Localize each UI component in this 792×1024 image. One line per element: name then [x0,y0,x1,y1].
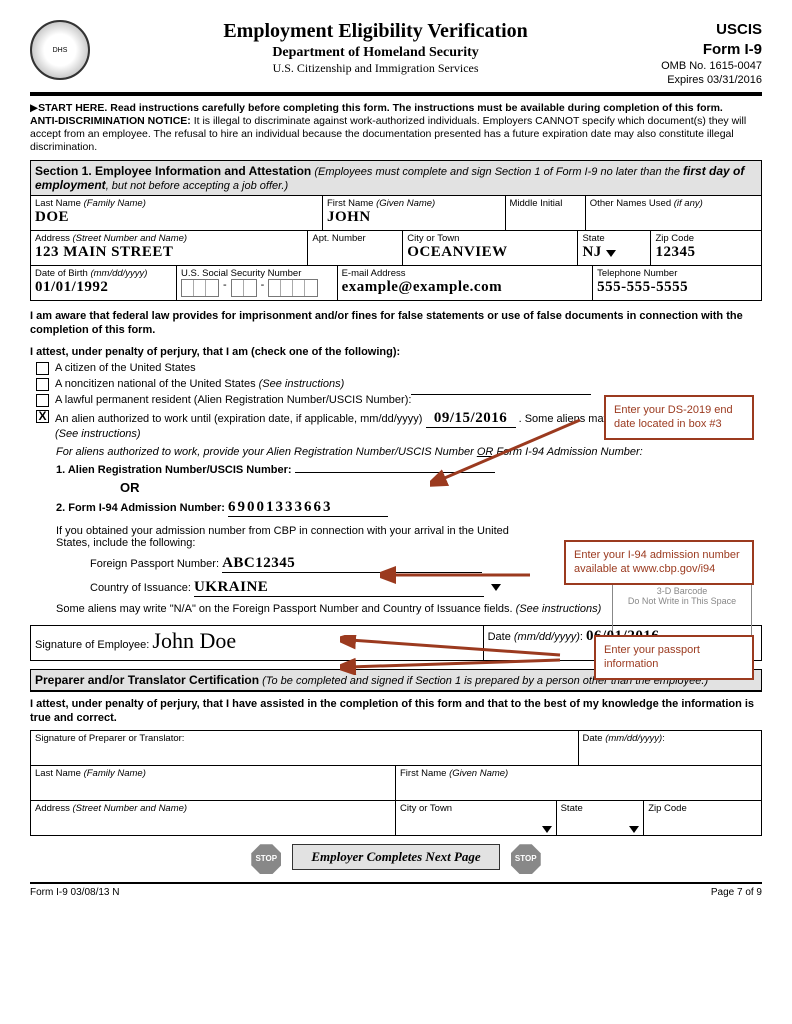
form-title: Employment Eligibility Verification [90,20,661,43]
ssn-boxes: - - [181,279,318,297]
callout-ds2019: Enter your DS-2019 end date located in b… [604,395,754,440]
sig-date-label: Date (mm/dd/yyyy): [488,631,583,643]
other-names-label: Other Names Used (if any) [590,198,757,209]
passport-value: ABC12345 [222,555,482,573]
email-label: E-mail Address [342,268,589,279]
expiration-date-value: 09/15/2016 [426,410,516,428]
provide-note: For aliens authorized to work, provide y… [56,446,762,458]
preparer-sig-label: Signature of Preparer or Translator: [35,733,574,744]
perjury-statement: I attest, under penalty of perjury, that… [30,346,762,358]
omb-number: OMB No. 1615-0047 [661,59,762,73]
preparer-ln-label: Last Name (Family Name) [35,768,391,779]
opt4-label-c: (See instructions) [55,428,141,440]
country-label: Country of Issuance: [90,582,191,594]
checkbox-noncitizen[interactable] [36,378,49,391]
checkbox-citizen[interactable] [36,362,49,375]
preparer-date-label: Date (mm/dd/yyyy): [583,733,758,744]
section-1-box: Section 1. Employee Information and Atte… [30,160,762,301]
next-page-row: STOP Employer Completes Next Page STOP [30,844,762,874]
dept-name: Department of Homeland Security [90,45,661,61]
city-value: OCEANVIEW [407,244,507,260]
preparer-addr-label: Address (Street Number and Name) [35,803,391,814]
start-here-label: START HERE. [38,102,107,114]
preparer-city-dropdown-icon[interactable] [542,826,552,833]
passport-label: Foreign Passport Number: [90,558,219,570]
apt-label: Apt. Number [312,233,398,244]
opt1-label: A citizen of the United States [55,362,196,374]
opt4-label-a: An alien authorized to work until (expir… [55,413,422,425]
dob-label: Date of Birth (mm/dd/yyyy) [35,268,172,279]
city-label: City or Town [407,233,573,244]
preparer-title: Preparer and/or Translator Certification [35,673,259,687]
next-page-label: Employer Completes Next Page [292,844,499,870]
instructions-block: ▶START HERE. Read instructions carefully… [30,102,762,155]
preparer-state-label: State [561,803,640,814]
dhs-seal-icon: DHS [30,20,90,80]
preparer-fields: Signature of Preparer or Translator: Dat… [30,730,762,836]
uscis-label: USCIS [661,20,762,40]
divider [30,92,762,96]
preparer-state-dropdown-icon[interactable] [629,826,639,833]
page-footer: Form I-9 03/08/13 N Page 7 of 9 [30,882,762,898]
callout-passport: Enter your passport information [594,635,754,680]
state-value: NJ [582,244,601,260]
zip-label: Zip Code [655,233,757,244]
section-1-title: Section 1. Employee Information and Atte… [35,164,311,178]
last-name-label: Last Name (Family Name) [35,198,318,209]
address-label: Address (Street Number and Name) [35,233,303,244]
footer-right: Page 7 of 9 [711,887,762,898]
i94-value: 69001333663 [228,499,388,517]
ssn-label: U.S. Social Security Number [181,268,333,279]
checkbox-alien[interactable]: X [36,410,49,423]
alien-reg-line [295,472,495,473]
i94-row: 2. Form I-94 Admission Number: 690013336… [56,499,762,517]
or-label: OR [120,480,140,495]
state-dropdown-icon[interactable] [606,250,616,257]
first-name-value: JOHN [327,209,371,225]
alien-reg-label: 1. Alien Registration Number/USCIS Numbe… [56,464,292,476]
signature-label: Signature of Employee: [35,639,149,651]
last-name-value: DOE [35,209,69,225]
preparer-attest: I attest, under penalty of perjury, that… [30,697,762,726]
stop-icon-left: STOP [251,844,281,874]
country-value: UKRAINE [194,579,484,597]
signature-value: John Doe [152,628,236,653]
first-name-label: First Name (Given Name) [327,198,501,209]
cbp-note: If you obtained your admission number fr… [56,525,536,549]
form-number: Form I-9 [661,40,762,60]
opt2-label: A noncitizen national of the United Stat… [55,378,344,390]
preparer-fn-label: First Name (Given Name) [400,768,757,779]
phone-value: 555-555-5555 [597,279,688,295]
start-text: Read instructions carefully before compl… [110,102,723,114]
phone-label: Telephone Number [597,268,757,279]
state-label: State [582,233,646,244]
form-header: DHS Employment Eligibility Verification … [30,20,762,88]
email-value: example@example.com [342,279,503,295]
aware-statement: I am aware that federal law provides for… [30,309,762,338]
agency-name: U.S. Citizenship and Immigration Service… [90,61,661,76]
country-dropdown-icon[interactable] [491,584,501,591]
stop-icon-right: STOP [511,844,541,874]
alien-reg-row: 1. Alien Registration Number/USCIS Numbe… [56,464,762,476]
dob-value: 01/01/1992 [35,279,108,295]
footer-left: Form I-9 03/08/13 N [30,887,119,898]
option-citizen: A citizen of the United States [36,362,762,375]
option-noncitizen: A noncitizen national of the United Stat… [36,378,762,391]
preparer-city-label: City or Town [400,803,552,814]
preparer-zip-label: Zip Code [648,803,757,814]
opt3-label: A lawful permanent resident (Alien Regis… [55,394,411,406]
callout-i94: Enter your I-94 admission number availab… [564,540,754,585]
lpr-number-line [411,394,591,395]
i94-label: 2. Form I-94 Admission Number: [56,502,225,514]
section-1-heading: Section 1. Employee Information and Atte… [31,161,761,196]
address-value: 123 MAIN STREET [35,244,173,260]
checkbox-lpr[interactable] [36,394,49,407]
anti-discrimination-label: ANTI-DISCRIMINATION NOTICE: [30,115,191,127]
zip-value: 12345 [655,244,695,260]
mi-label: Middle Initial [510,198,581,209]
expires-date: Expires 03/31/2016 [661,73,762,87]
